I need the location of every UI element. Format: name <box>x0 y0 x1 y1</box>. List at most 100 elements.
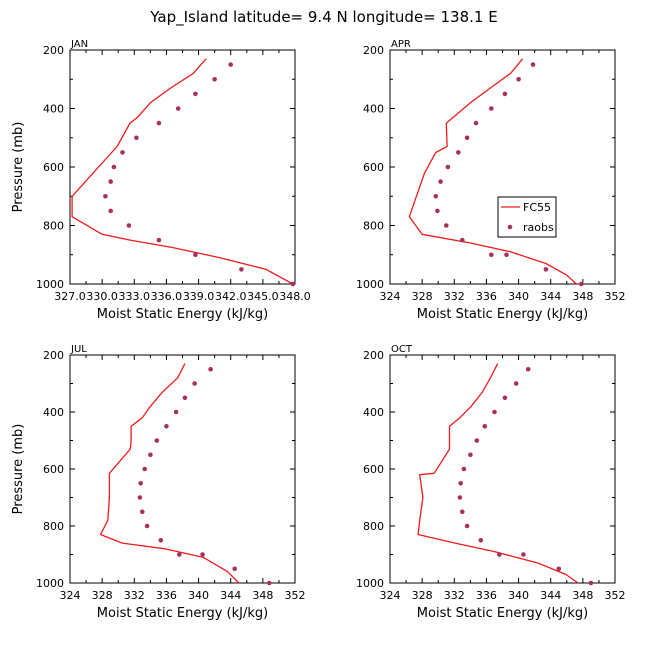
panel-jan-ytick-label: 1000 <box>36 278 64 291</box>
panel-jul-raobs-point <box>148 452 153 458</box>
panel-apr-xtick-label: 324 <box>380 290 401 303</box>
legend-fc55-label: FC55 <box>523 201 551 214</box>
panel-apr-raobs-point <box>516 77 521 82</box>
panel-jul-xtick-label: 336 <box>156 589 177 602</box>
panel-apr-xtick-label: 352 <box>605 290 626 303</box>
panel-jan-ytick-label: 800 <box>43 220 64 233</box>
panel-apr-ytick-label: 200 <box>363 44 384 57</box>
panel-oct-ytick-label: 400 <box>363 406 384 419</box>
panel-jul-raobs-point <box>140 509 145 515</box>
panel-jan-xtick-label: 336.0 <box>151 290 183 303</box>
panel-oct-raobs-point <box>458 481 464 486</box>
panel-apr-raobs-point <box>445 164 451 170</box>
panel-jan-raobs-point <box>193 252 198 258</box>
panel-jul-raobs-point <box>137 495 143 500</box>
panel-oct-ytick-label: 600 <box>363 463 384 476</box>
panel-apr-ytick-label: 800 <box>363 220 384 233</box>
panel-apr-ytick-label: 1000 <box>356 278 384 291</box>
panel-jan-ytick-label: 200 <box>43 44 64 57</box>
panel-jul-raobs-point <box>154 438 160 443</box>
panel-oct-xtick-label: 352 <box>605 589 626 602</box>
panel-jan-raobs-point <box>290 281 296 287</box>
panel-apr-xtick-label: 336 <box>476 290 497 303</box>
panel-apr-raobs-point <box>579 281 584 287</box>
panel-apr-raobs-point <box>456 150 461 155</box>
panel-jan-raobs-point <box>156 237 162 243</box>
panel-jan-ylabel: Pressure (mb) <box>11 122 26 213</box>
panel-jul-raobs-point <box>138 481 143 486</box>
panel-oct-xtick-label: 328 <box>412 589 433 602</box>
panel-jul-ytick-label: 600 <box>43 463 64 476</box>
panel-oct-xtick-label: 324 <box>380 589 401 602</box>
panel-jan-raobs-point <box>212 77 217 82</box>
panel-apr-raobs-point <box>473 120 479 126</box>
panel-jan-title: JAN <box>70 39 88 50</box>
panel-apr-ytick-label: 400 <box>363 103 384 116</box>
panel-apr-xtick-label: 348 <box>572 290 593 303</box>
legend: FC55 raobs <box>497 196 557 238</box>
panel-jan-ytick-label: 600 <box>43 161 64 174</box>
panel-jul-ylabel: Pressure (mb) <box>11 424 26 515</box>
panel-oct-raobs-point <box>513 381 519 386</box>
panel-oct-raobs-point <box>502 395 508 401</box>
panel-jul-raobs-point <box>158 538 164 543</box>
panel-apr-raobs-point <box>435 208 440 214</box>
panel-oct-raobs-point <box>556 566 562 572</box>
panel-jan-xlabel: Moist Static Energy (kJ/kg) <box>97 307 268 322</box>
figure-title: Yap_Island latitude= 9.4 N longitude= 13… <box>149 8 497 27</box>
panel-apr-raobs-point <box>489 252 494 258</box>
panel-apr-xtick-label: 344 <box>540 290 561 303</box>
panel-jan-xtick-label: 327.0 <box>54 290 86 303</box>
panel-oct-xtick-label: 340 <box>508 589 529 602</box>
panel-jan-raobs-point <box>193 91 198 97</box>
panel-jul-title: JUL <box>70 344 87 355</box>
panel-oct-raobs-point <box>464 523 470 529</box>
panel-jan-raobs-point <box>103 194 108 199</box>
panel-jan-frame <box>69 49 296 285</box>
panel-apr-xtick-label: 340 <box>508 290 529 303</box>
panel-oct-raobs-point <box>468 452 473 458</box>
panel-oct-raobs-point <box>457 495 463 500</box>
panel-apr-raobs-point <box>489 106 494 111</box>
panel-jan-series-fc55-line <box>71 58 294 285</box>
panel-apr-series-fc55-line <box>408 58 577 285</box>
panel-oct-xtick-label: 332 <box>444 589 465 602</box>
panel-oct-xtick-label: 336 <box>476 589 497 602</box>
panel-jan: JAN 327.0 330.0 333.0 336.0 339.0 342.0 345.0 34… <box>11 39 311 322</box>
panel-jul-raobs-point <box>177 552 182 557</box>
panel-jul-raobs-point <box>192 381 197 386</box>
panel-jan-xtick-label: 348.0 <box>279 290 311 303</box>
panel-jan-raobs-point <box>111 164 117 170</box>
panel-jul-xtick-label: 352 <box>285 589 306 602</box>
legend-raobs-label: raobs <box>523 221 554 234</box>
panel-jul-ytick-label: 1000 <box>36 577 64 590</box>
legend-raobs-swatch <box>507 224 513 230</box>
panel-jul-raobs-point <box>173 409 179 415</box>
panel-apr-ytick-label: 600 <box>363 161 384 174</box>
panel-jan-ytick-label: 400 <box>43 103 64 116</box>
panel-apr-raobs-point <box>502 91 508 97</box>
panel-jan-raobs-point <box>228 62 233 67</box>
panel-apr-raobs-point <box>433 194 439 199</box>
panel-jul-raobs-point <box>267 580 272 586</box>
panel-oct-raobs-point <box>460 509 465 515</box>
panel-apr-raobs-point <box>543 267 549 272</box>
panel-jul-raobs-point <box>232 566 237 572</box>
panel-oct-raobs-point <box>478 538 484 543</box>
panel-jan-raobs-point <box>126 223 132 228</box>
panel-oct-ytick-label: 800 <box>363 520 384 533</box>
panel-oct-raobs-point <box>497 552 502 557</box>
panel-apr-title: APR <box>391 39 411 50</box>
panel-jul-raobs-point <box>182 395 188 401</box>
panel-jan-raobs-point <box>134 135 139 141</box>
legend-box <box>497 196 557 238</box>
panel-oct-ytick-label: 200 <box>363 349 384 362</box>
panel-oct-raobs-point <box>492 409 497 415</box>
panel-oct-series-fc55-line <box>417 363 579 584</box>
panel-apr-xtick-label: 328 <box>412 290 433 303</box>
panel-jul-raobs-point <box>200 552 205 557</box>
panel-jan-xtick-label: 345.0 <box>247 290 279 303</box>
panel-jul-series-fc55-line <box>99 363 240 584</box>
panel-jan-xtick-label: 342.0 <box>215 290 247 303</box>
